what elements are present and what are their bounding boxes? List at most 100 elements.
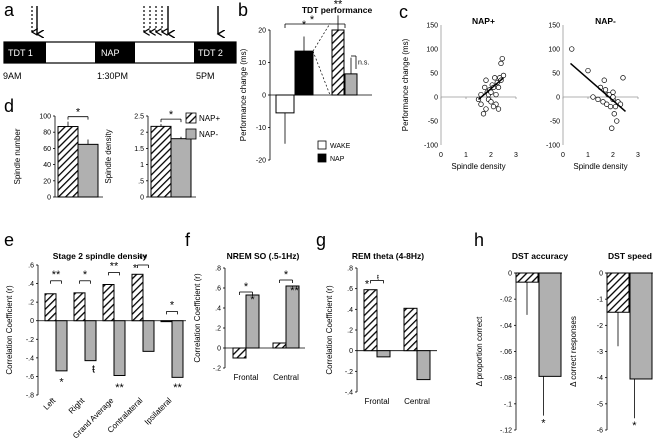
chart-h-speed: DST speed -6 -5 -4 -3 -2 -1 0 Δ correct response…	[569, 251, 653, 435]
chart-c1-y-tick-label: -100	[424, 143, 438, 150]
chart-g-bar-nap-plus	[363, 289, 378, 352]
chart-c1-x-tick-label: 1	[464, 152, 468, 159]
chart-e-sig-label: **	[139, 253, 148, 265]
chart-g-y-label: Correlation Coefficient (r)	[325, 285, 334, 375]
chart-c2-point	[611, 111, 617, 117]
chart-h-accuracy: DST accuracy -.12 -.1 -.08 -.06 -.04 -.02 0 Δ pr…	[475, 251, 568, 435]
chart-c2-point	[609, 125, 615, 131]
chart-g: REM theta (4-8Hz) -.4 -.2 0 .2 .4 .6 .8 Correlat…	[325, 251, 437, 406]
chart-c1-point	[483, 106, 489, 112]
chart-c2-x-tick-label: 2	[611, 152, 615, 159]
chart-h2-title: DST speed	[608, 251, 652, 261]
chart-c1-x-label: Spindle density	[451, 162, 505, 171]
chart-c2-point	[614, 118, 620, 124]
chart-f-sig-label: *	[244, 281, 249, 293]
chart-c1-fit-line	[478, 77, 504, 100]
chart-c1-point	[490, 103, 497, 110]
chart-d2-sig-label: *	[169, 109, 174, 121]
chart-h2-bar-nap-minus	[629, 272, 653, 380]
chart-c1-point	[480, 111, 487, 117]
chart-c2-x-tick-label: 3	[636, 152, 640, 159]
panel-letter-h: h	[474, 230, 484, 250]
chart-h2-bar-nap-plus	[606, 272, 630, 313]
chart-h1-y-tick-label: -.06	[500, 349, 512, 356]
chart-e-sig-label: **	[52, 269, 61, 281]
chart-c2-x-tick-label: 0	[561, 152, 565, 159]
chart-f-y-tick-label: .6	[215, 286, 221, 293]
chart-c1-point	[488, 99, 494, 105]
chart-h2-y-tick-label: -4	[597, 375, 603, 382]
chart-f-title: NREM SO (.5-1Hz)	[227, 251, 300, 261]
chart-b-y-tick-label: 0	[262, 93, 266, 100]
timeline-segment-tdt2	[194, 42, 236, 63]
chart-d2-y-tick-label: 1.5	[134, 146, 144, 153]
panel-letter-d: d	[4, 96, 14, 116]
chart-c2-y-tick-label: 50	[552, 71, 560, 78]
panel-letter-g: g	[316, 230, 326, 250]
chart-f-bar-nap-plus	[232, 347, 247, 359]
chart-g-y-tick-label: -.2	[345, 369, 353, 376]
chart-b-sig-label: *	[302, 19, 307, 31]
chart-d1-y-tick-label: 80	[43, 130, 51, 137]
chart-d1-sig-label: *	[76, 107, 81, 119]
chart-b-y-tick-label: 20	[258, 28, 266, 35]
chart-b-sig-label: *	[310, 14, 315, 26]
chart-d2-legend-swatch-nap-plus	[185, 112, 197, 124]
chart-e-bar-nap-minus	[55, 320, 68, 372]
chart-e-sig-label: **	[173, 382, 182, 394]
chart-c2-point	[602, 87, 609, 93]
chart-h1-y-tick-label: -.08	[500, 375, 512, 382]
chart-b-zoom-line	[312, 23, 331, 52]
chart-c1-point	[495, 106, 502, 112]
chart-h1-y-tick-label: -.02	[500, 297, 512, 304]
chart-c2-y-tick-label: 0	[556, 95, 560, 102]
chart-h1-bar-nap-plus	[515, 272, 539, 283]
chart-e-y-tick-label: -.6	[26, 374, 34, 381]
chart-e-bar-nap-plus	[160, 320, 173, 323]
chart-f: NREM SO (.5-1Hz) -.2 0 .2 .4 .6 .8 Correlation …	[193, 251, 305, 382]
chart-h1-y-tick-label: -.04	[500, 323, 512, 330]
chart-b-legend-label-nap: NAP	[330, 156, 345, 163]
chart-c1-point	[482, 84, 488, 91]
chart-d2-y-label: Spindle density	[104, 129, 113, 183]
chart-d2-bar-nap-minus	[170, 138, 192, 198]
chart-b-bar-nap	[294, 50, 314, 96]
chart-e-title: Stage 2 spindle density	[53, 251, 148, 261]
chart-c2-title: NAP-	[595, 16, 616, 26]
chart-b-title: TDT performance	[302, 5, 373, 15]
chart-d2-y-tick-label: 2.5	[134, 114, 144, 121]
chart-c1-point	[495, 84, 502, 91]
chart-g-bar-nap-plus	[403, 307, 418, 352]
chart-d2-legend-label-nap-plus: NAP+	[199, 114, 220, 123]
chart-e-sig-label: *	[133, 262, 138, 274]
chart-e-bar-nap-minus	[171, 320, 184, 378]
chart-e-y-tick-label: .6	[28, 263, 34, 270]
chart-f-category-label: Central	[273, 373, 299, 382]
chart-b-y-label: Performance change (ms)	[239, 48, 248, 141]
chart-h1-y-tick-label: -.12	[500, 428, 512, 435]
chart-c1-y-tick-label: 0	[434, 95, 438, 102]
chart-d2-legend-label-nap-minus: NAP-	[199, 130, 218, 139]
chart-d2-y-tick-label: 0	[140, 195, 144, 202]
chart-d1-y-label: Spindle number	[13, 128, 22, 184]
chart-c1-y-tick-label: -50	[428, 119, 438, 126]
timeline-label-tdt1: TDT 1	[8, 48, 33, 58]
chart-c2-point	[620, 75, 626, 81]
chart-c1-x-tick-label: 0	[439, 152, 443, 159]
chart-h1-y-tick-label: -.1	[504, 401, 512, 408]
chart-e-y-tick-label: -.4	[26, 355, 34, 362]
chart-g-bar-nap-minus	[416, 350, 431, 381]
chart-h2-y-tick-label: 0	[599, 271, 603, 278]
chart-e: Stage 2 spindle density -.8 -.6 -.4 -.2 0 .2 .4…	[5, 251, 186, 440]
chart-f-sig-label: *	[284, 269, 289, 281]
chart-d1-y-tick-label: 0	[47, 195, 51, 202]
chart-b-y-tick-label: -20	[256, 158, 266, 165]
chart-h2-y-tick-label: -1	[597, 297, 603, 304]
chart-c1-point	[488, 89, 494, 95]
chart-c1-point	[493, 91, 499, 98]
chart-d1-y-tick-label: 20	[43, 178, 51, 185]
chart-d2-y-tick-label: 1	[140, 162, 144, 169]
chart-g-sig-label: *	[365, 279, 370, 291]
chart-c1-point	[492, 75, 498, 81]
